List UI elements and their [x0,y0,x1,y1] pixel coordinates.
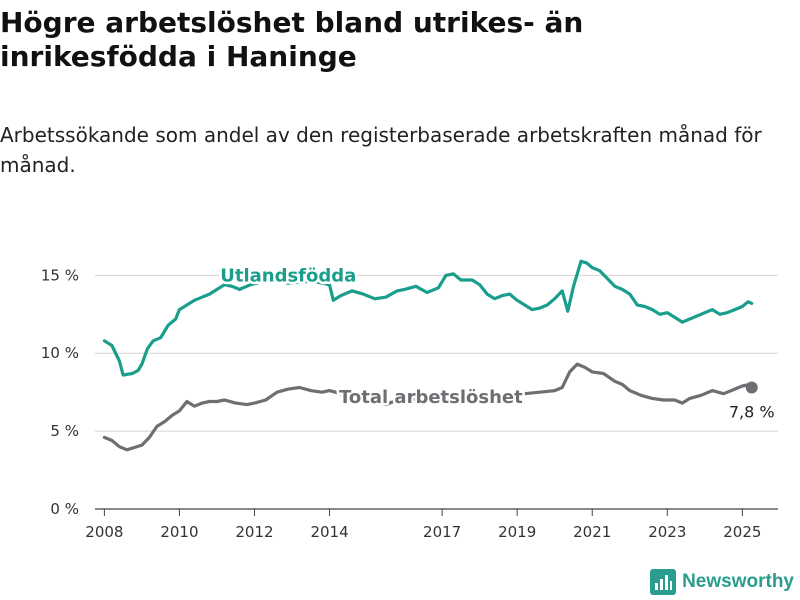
x-tick-label: 2019 [498,523,536,541]
newsworthy-logo-icon [650,569,677,595]
series-labels: Utlandsfödda Total arbetslöshet 7,8 % [218,263,777,424]
x-tick-label: 2012 [235,523,273,541]
brand-name: Newsworthy [682,571,794,592]
series-end-point-1 [745,381,758,394]
chart-subtitle: Arbetssökande som andel av den registerb… [0,123,762,177]
series-line-1 [102,362,754,452]
x-tick-label: 2017 [423,523,461,541]
series-group [102,259,754,452]
series-label-1: Total arbetslöshet [339,387,523,408]
y-tick-label: 15 % [41,266,79,284]
x-tick-label: 2008 [85,523,123,541]
chart-title: Högre arbetslöshet bland utrikes- än inr… [0,6,584,73]
x-tick-label: 2021 [573,523,611,541]
y-tick-label: 5 % [50,422,79,440]
x-axis: 2008 2010 2012 2014 2017 2019 2021 2023 2025 [85,509,761,541]
brand[interactable]: Newsworthy [650,568,794,596]
x-tick-label: 2023 [648,523,686,541]
series-line-0 [102,259,754,377]
y-axis: 0 % 5 % 10 % 15 % [41,266,79,518]
y-tick-label: 10 % [41,344,79,362]
x-tick-label: 2010 [160,523,198,541]
y-tick-label: 0 % [50,500,79,518]
series-label-0: Utlandsfödda [220,265,356,286]
x-tick-label: 2014 [310,523,348,541]
series-end-label-1: 7,8 % [729,403,775,422]
x-tick-label: 2025 [723,523,761,541]
grid-lines [95,274,778,510]
